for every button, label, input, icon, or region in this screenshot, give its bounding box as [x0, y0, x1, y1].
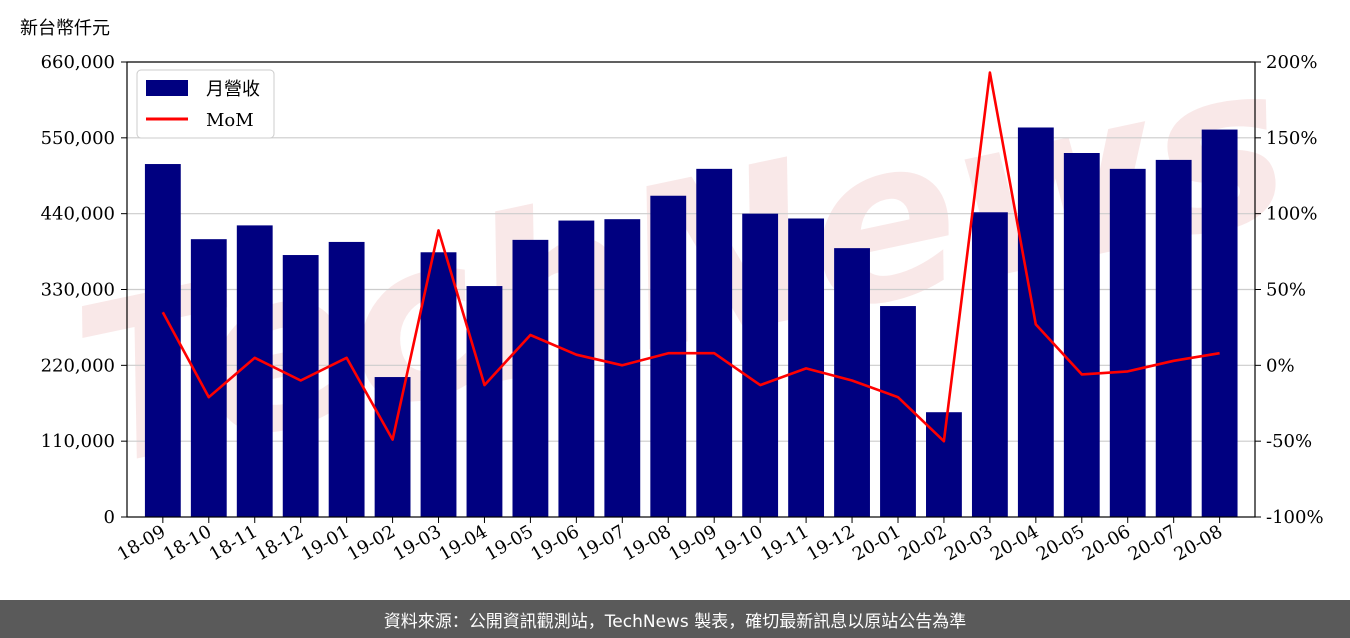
x-tick-label: 18-09: [114, 521, 169, 565]
x-tick-label: 19-11: [757, 521, 812, 565]
right-tick-label: -100%: [1266, 507, 1324, 528]
x-tick-label: 19-02: [344, 521, 399, 565]
bar-19-12: [834, 248, 870, 518]
x-tick-label: 20-02: [895, 521, 950, 565]
x-tick-label: 20-03: [941, 521, 996, 565]
x-tick-label: 18-12: [252, 521, 307, 565]
x-tick-label: 18-10: [160, 521, 215, 565]
source-footer: 資料來源：公開資訊觀測站，TechNews 製表，確切最新訊息以原站公告為準: [0, 600, 1350, 638]
bar-19-07: [604, 219, 641, 517]
right-tick-label: 0%: [1266, 355, 1295, 376]
x-tick-label: 19-08: [619, 521, 674, 565]
mom-line-series: [161, 71, 1220, 443]
bar-20-08: [1201, 129, 1238, 517]
right-tick-label: 100%: [1266, 204, 1317, 225]
mom-line: [161, 71, 1220, 443]
left-tick-label: 660,000: [41, 52, 115, 73]
x-tick-label: 20-08: [1171, 521, 1226, 565]
bar-18-10: [190, 239, 227, 517]
bar-18-09: [144, 164, 181, 517]
left-tick-label: 0: [104, 507, 115, 528]
x-tick-label: 19-05: [481, 521, 536, 565]
legend-bar-swatch: [146, 80, 188, 96]
x-tick-label: 19-07: [573, 521, 628, 565]
bar-20-07: [1155, 159, 1192, 518]
left-tick-label: 550,000: [41, 128, 115, 149]
left-tick-label: 110,000: [41, 431, 115, 452]
x-tick-label: 18-11: [206, 521, 261, 565]
legend: 月營收 MoM: [136, 69, 275, 139]
x-tick-label: 19-10: [711, 521, 766, 565]
right-tick-label: 50%: [1266, 280, 1306, 301]
x-tick-label: 19-12: [803, 521, 858, 565]
bar-18-11: [236, 225, 273, 518]
unit-label: 新台幣仟元: [20, 18, 110, 39]
left-tick-label: 330,000: [41, 280, 115, 301]
legend-label-revenue: 月營收: [206, 79, 260, 100]
x-tick-label: 20-04: [987, 521, 1042, 565]
left-tick-label: 220,000: [41, 355, 115, 376]
legend-label-mom: MoM: [206, 110, 254, 131]
revenue-chart: TechNews 0110,000220,000330,000440,00055…: [20, 12, 1324, 565]
x-tick-label: 19-03: [390, 521, 445, 565]
source-footer-text: 資料來源：公開資訊觀測站，TechNews 製表，確切最新訊息以原站公告為準: [383, 611, 967, 632]
x-tick-label: 20-07: [1125, 521, 1180, 565]
right-tick-label: 150%: [1266, 128, 1317, 149]
right-tick-label: -50%: [1266, 431, 1312, 452]
x-tick-label: 19-04: [436, 521, 491, 565]
right-tick-label: 200%: [1266, 52, 1317, 73]
bar-19-10: [742, 213, 779, 517]
bar-19-05: [512, 239, 549, 517]
x-tick-label: 19-09: [665, 521, 720, 565]
x-tick-label: 19-01: [298, 521, 353, 565]
bar-20-01: [880, 306, 916, 517]
x-tick-label: 19-06: [527, 521, 582, 565]
bar-19-09: [696, 168, 733, 517]
bar-19-03: [420, 252, 457, 518]
bar-20-06: [1109, 168, 1146, 517]
left-tick-label: 440,000: [41, 204, 115, 225]
bar-18-12: [282, 255, 319, 517]
x-tick-label: 20-01: [849, 521, 904, 565]
x-tick-label: 20-05: [1033, 521, 1088, 565]
bar-19-06: [558, 220, 595, 517]
bar-20-05: [1063, 153, 1100, 517]
bar-series: [144, 127, 1238, 518]
x-tick-label: 20-06: [1079, 521, 1134, 565]
bar-19-02: [374, 377, 411, 517]
bar-19-04: [466, 286, 503, 517]
bar-20-03: [971, 212, 1008, 517]
